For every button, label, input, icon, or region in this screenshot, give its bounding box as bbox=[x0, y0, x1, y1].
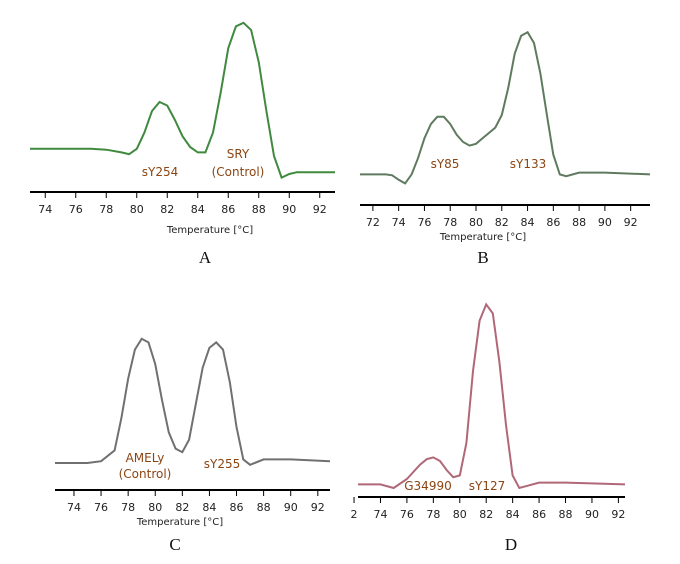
peak-label: SRY bbox=[227, 147, 250, 161]
x-tick-label: 88 bbox=[572, 216, 586, 229]
x-tick-label: 90 bbox=[598, 216, 612, 229]
x-tick-label: 88 bbox=[252, 203, 266, 216]
x-tick-label: 86 bbox=[532, 508, 546, 521]
x-tick-label: 72 bbox=[366, 216, 380, 229]
peak-label: sY133 bbox=[510, 157, 547, 171]
x-tick-label: 80 bbox=[130, 203, 144, 216]
x-tick-label: 74 bbox=[373, 508, 387, 521]
x-tick-label: 76 bbox=[94, 501, 108, 514]
x-tick-label: 76 bbox=[417, 216, 431, 229]
x-tick-label: 90 bbox=[282, 203, 296, 216]
x-tick-label: 78 bbox=[443, 216, 457, 229]
peak-label: (Control) bbox=[212, 165, 265, 179]
panel-caption: D bbox=[505, 535, 517, 554]
x-tick-label: 84 bbox=[521, 216, 535, 229]
melt-curve bbox=[358, 302, 626, 490]
x-axis-title: Temperature [°C] bbox=[166, 225, 253, 236]
peak-label: sY85 bbox=[431, 157, 460, 171]
x-tick-label: 80 bbox=[469, 216, 483, 229]
melt-curve bbox=[55, 337, 331, 466]
x-tick-label: 80 bbox=[148, 501, 162, 514]
x-tick-label: 82 bbox=[160, 203, 174, 216]
peak-label: sY127 bbox=[469, 479, 506, 493]
melt-curve bbox=[30, 21, 335, 179]
x-axis-title: Temperature [°C] bbox=[439, 232, 526, 243]
x-tick-label: 92 bbox=[624, 216, 638, 229]
peak-label: AMELy bbox=[126, 451, 165, 465]
x-tick-label: 78 bbox=[121, 501, 135, 514]
x-tick-label: 82 bbox=[495, 216, 509, 229]
x-tick-label: 92 bbox=[611, 508, 625, 521]
peak-label: (Control) bbox=[119, 467, 172, 481]
panel-caption: A bbox=[199, 248, 212, 267]
x-tick-label: 92 bbox=[311, 501, 325, 514]
x-tick-label: 84 bbox=[506, 508, 520, 521]
x-tick-label: 84 bbox=[191, 203, 205, 216]
x-tick-label: 76 bbox=[400, 508, 414, 521]
x-tick-label: 76 bbox=[69, 203, 83, 216]
x-tick-label: 92 bbox=[313, 203, 327, 216]
x-tick-label: 78 bbox=[99, 203, 113, 216]
x-tick-label: 80 bbox=[453, 508, 467, 521]
x-axis-title: Temperature [°C] bbox=[136, 517, 223, 528]
x-tick-label: 88 bbox=[559, 508, 573, 521]
x-tick-label: 90 bbox=[585, 508, 599, 521]
peak-label: sY254 bbox=[142, 165, 179, 179]
panel-caption: C bbox=[169, 535, 180, 554]
x-tick-label: 86 bbox=[221, 203, 235, 216]
x-tick-label: 2 bbox=[351, 508, 358, 521]
x-tick-label: 74 bbox=[38, 203, 52, 216]
x-tick-label: 84 bbox=[202, 501, 216, 514]
peak-label: G34990 bbox=[404, 479, 451, 493]
x-tick-label: 78 bbox=[426, 508, 440, 521]
x-tick-label: 74 bbox=[67, 501, 81, 514]
x-tick-label: 82 bbox=[175, 501, 189, 514]
panel-caption: B bbox=[477, 248, 488, 267]
x-tick-label: 88 bbox=[257, 501, 271, 514]
x-tick-label: 74 bbox=[392, 216, 406, 229]
x-tick-label: 82 bbox=[479, 508, 493, 521]
x-tick-label: 90 bbox=[284, 501, 298, 514]
x-tick-label: 86 bbox=[230, 501, 244, 514]
peak-label: sY255 bbox=[204, 457, 241, 471]
x-tick-label: 86 bbox=[546, 216, 560, 229]
melt-curve bbox=[360, 30, 651, 185]
